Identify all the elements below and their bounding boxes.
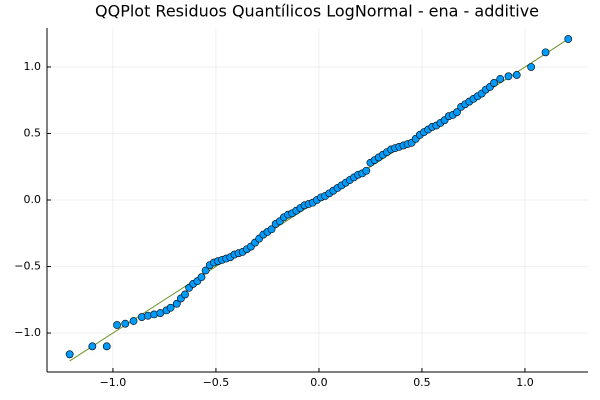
y-tick-label: −0.5 — [14, 260, 41, 273]
point — [453, 108, 461, 117]
point — [362, 166, 371, 175]
y-tick-label: 1.0 — [24, 60, 42, 73]
point — [490, 79, 498, 87]
point — [129, 317, 138, 325]
point — [201, 266, 210, 275]
point — [504, 72, 513, 81]
chart-title: QQPlot Residuos Quantílicos LogNormal - … — [95, 2, 539, 21]
point — [527, 63, 536, 71]
x-tick-label: 0.0 — [310, 376, 328, 389]
x-tick-label: 1.0 — [516, 376, 534, 389]
y-tick-label: 0.0 — [24, 193, 42, 206]
point — [88, 342, 97, 351]
point — [541, 48, 550, 57]
point — [166, 303, 175, 312]
point — [512, 71, 521, 79]
x-tick-label: −1.0 — [100, 376, 127, 389]
x-tick-label: 0.5 — [413, 376, 431, 389]
point — [113, 321, 121, 329]
point — [564, 35, 573, 43]
point — [121, 319, 130, 328]
point — [102, 342, 111, 351]
y-tick-label: −1.0 — [14, 326, 41, 339]
point — [496, 75, 505, 83]
x-tick-label: −0.5 — [203, 376, 230, 389]
point — [197, 273, 206, 282]
point — [172, 299, 181, 308]
point — [267, 225, 276, 234]
y-tick-label: 0.5 — [24, 126, 42, 139]
point — [181, 290, 189, 299]
point — [65, 350, 74, 359]
